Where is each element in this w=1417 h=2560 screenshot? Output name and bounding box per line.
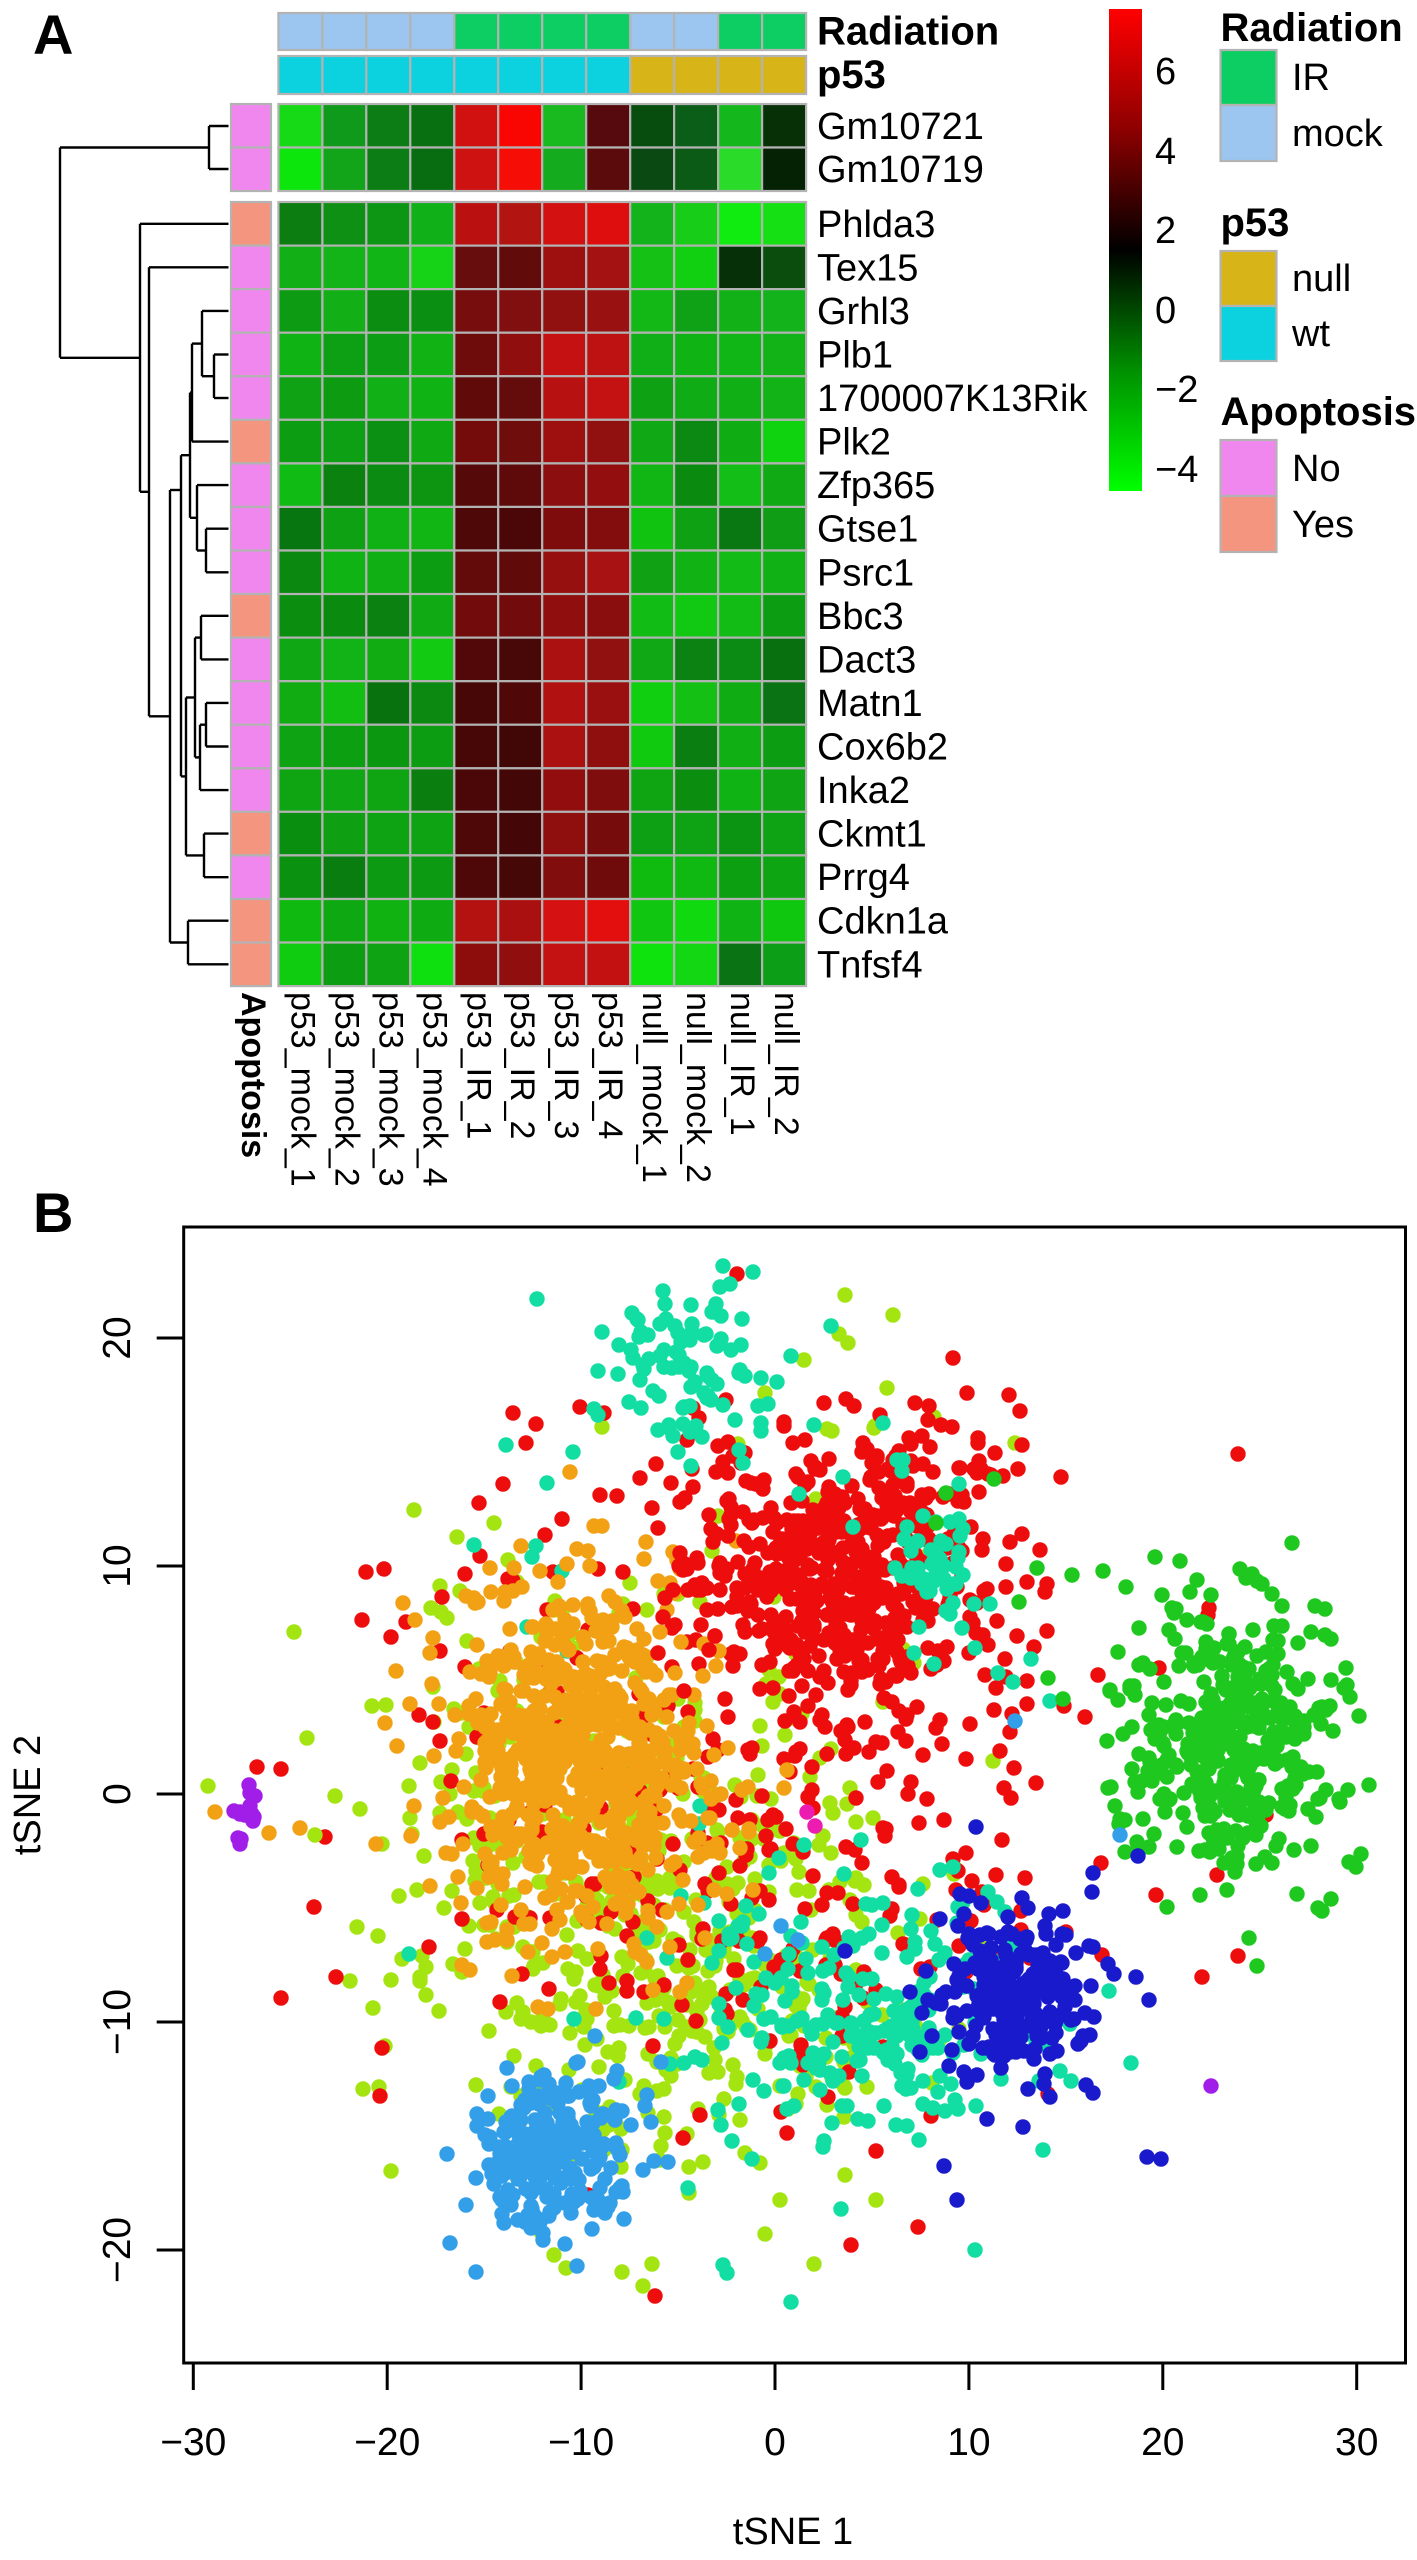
svg-text:Radiation: Radiation bbox=[1221, 6, 1403, 50]
svg-text:Psrc1: Psrc1 bbox=[817, 552, 914, 594]
svg-text:Phlda3: Phlda3 bbox=[817, 204, 935, 246]
svg-text:tSNE 1: tSNE 1 bbox=[733, 2511, 853, 2553]
svg-text:Matn1: Matn1 bbox=[817, 683, 923, 725]
svg-text:IR: IR bbox=[1292, 57, 1330, 99]
svg-text:0: 0 bbox=[96, 1783, 139, 1805]
svg-text:p53_IR_4: p53_IR_4 bbox=[591, 992, 629, 1139]
svg-text:A: A bbox=[33, 3, 73, 66]
svg-text:Plk2: Plk2 bbox=[817, 422, 891, 464]
svg-text:Zfp365: Zfp365 bbox=[817, 465, 935, 507]
svg-text:Dact3: Dact3 bbox=[817, 639, 916, 681]
svg-text:p53_IR_2: p53_IR_2 bbox=[503, 992, 541, 1139]
svg-text:null_mock_2: null_mock_2 bbox=[679, 992, 717, 1183]
svg-text:Tex15: Tex15 bbox=[817, 247, 918, 289]
svg-text:Cox6b2: Cox6b2 bbox=[817, 727, 948, 769]
svg-text:−10: −10 bbox=[96, 1989, 139, 2055]
svg-text:30: 30 bbox=[1335, 2421, 1378, 2464]
svg-text:p53: p53 bbox=[817, 53, 886, 97]
svg-text:p53_IR_3: p53_IR_3 bbox=[547, 992, 585, 1139]
svg-text:0: 0 bbox=[764, 2421, 786, 2464]
svg-text:p53_mock_3: p53_mock_3 bbox=[371, 992, 409, 1187]
svg-text:0: 0 bbox=[1155, 290, 1176, 332]
svg-text:Cdkn1a: Cdkn1a bbox=[817, 901, 949, 943]
svg-text:B: B bbox=[33, 1181, 73, 1244]
svg-text:Inka2: Inka2 bbox=[817, 770, 910, 812]
svg-text:10: 10 bbox=[947, 2421, 990, 2464]
svg-text:p53_mock_2: p53_mock_2 bbox=[327, 992, 365, 1187]
svg-text:2: 2 bbox=[1155, 210, 1176, 252]
svg-text:10: 10 bbox=[96, 1544, 139, 1587]
svg-text:4: 4 bbox=[1155, 131, 1176, 173]
svg-text:Gtse1: Gtse1 bbox=[817, 509, 918, 551]
svg-text:20: 20 bbox=[1141, 2421, 1184, 2464]
svg-text:tSNE 2: tSNE 2 bbox=[7, 1735, 49, 1855]
svg-text:p53_mock_4: p53_mock_4 bbox=[415, 992, 453, 1187]
svg-text:mock: mock bbox=[1292, 113, 1384, 155]
svg-text:6: 6 bbox=[1155, 51, 1176, 93]
svg-text:Plb1: Plb1 bbox=[817, 335, 893, 377]
svg-text:20: 20 bbox=[96, 1316, 139, 1359]
svg-text:null_IR_1: null_IR_1 bbox=[723, 992, 761, 1136]
svg-text:p53_IR_1: p53_IR_1 bbox=[459, 992, 497, 1139]
svg-text:Radiation: Radiation bbox=[817, 10, 999, 54]
svg-text:No: No bbox=[1292, 448, 1341, 490]
svg-text:Yes: Yes bbox=[1292, 504, 1354, 546]
svg-text:−20: −20 bbox=[96, 2217, 139, 2283]
svg-text:Gm10721: Gm10721 bbox=[817, 106, 984, 148]
svg-text:Grhl3: Grhl3 bbox=[817, 291, 910, 333]
svg-text:null_IR_2: null_IR_2 bbox=[767, 992, 805, 1136]
svg-text:Gm10719: Gm10719 bbox=[817, 149, 984, 191]
svg-text:−2: −2 bbox=[1155, 369, 1198, 411]
svg-text:p53: p53 bbox=[1221, 201, 1290, 245]
svg-text:−10: −10 bbox=[548, 2421, 614, 2464]
svg-text:−20: −20 bbox=[354, 2421, 420, 2464]
svg-text:Prrg4: Prrg4 bbox=[817, 857, 910, 899]
svg-text:−4: −4 bbox=[1155, 449, 1198, 491]
svg-text:p53_mock_1: p53_mock_1 bbox=[283, 992, 321, 1187]
svg-text:Tnfsf4: Tnfsf4 bbox=[817, 944, 923, 986]
svg-text:Ckmt1: Ckmt1 bbox=[817, 814, 927, 856]
svg-text:Bbc3: Bbc3 bbox=[817, 596, 904, 638]
svg-text:Apoptosis: Apoptosis bbox=[234, 992, 272, 1158]
svg-text:null_mock_1: null_mock_1 bbox=[635, 992, 673, 1183]
svg-text:null: null bbox=[1292, 258, 1351, 300]
svg-text:wt: wt bbox=[1291, 313, 1330, 355]
svg-text:−30: −30 bbox=[160, 2421, 226, 2464]
svg-text:Apoptosis: Apoptosis bbox=[1221, 390, 1417, 434]
svg-text:1700007K13Rik: 1700007K13Rik bbox=[817, 378, 1088, 420]
